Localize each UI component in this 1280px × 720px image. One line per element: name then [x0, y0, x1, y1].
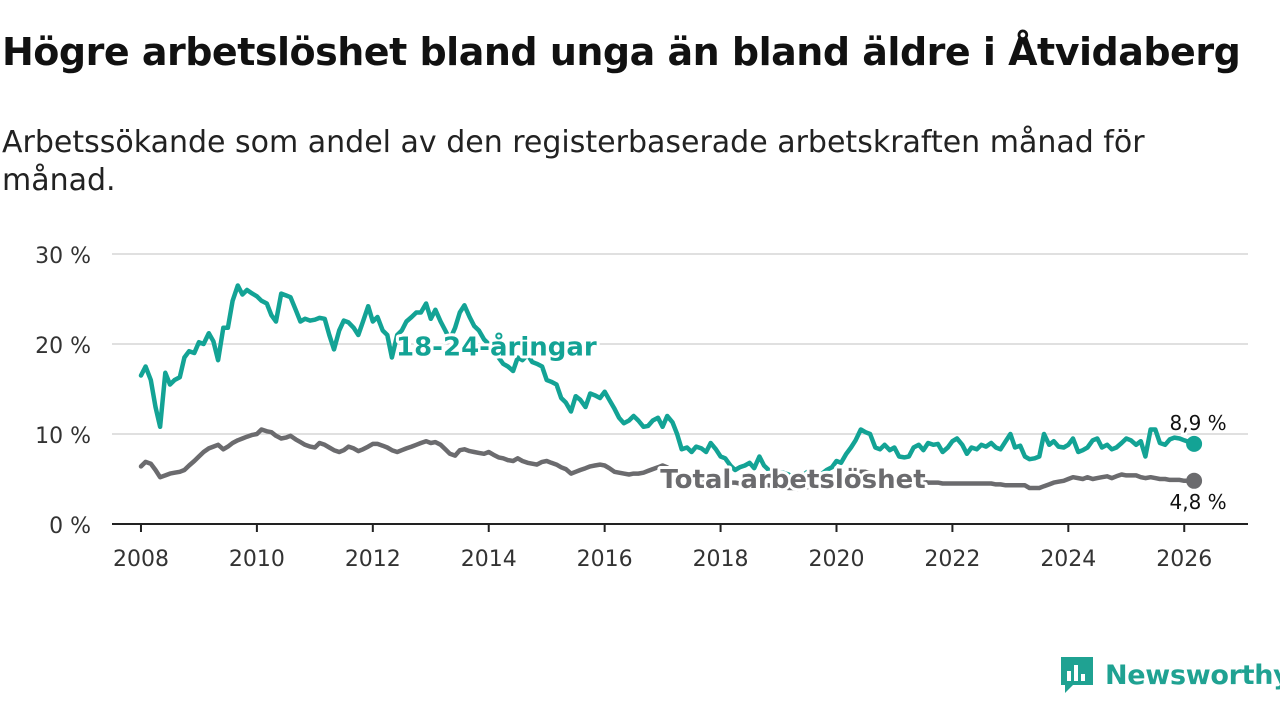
grid-lines — [112, 253, 1248, 435]
newsworthy-logo[interactable]: Newsworthy — [1059, 655, 1280, 695]
newsworthy-chart-icon — [1061, 657, 1093, 693]
series-annotation: 18-24-åringar — [396, 331, 597, 363]
chart-subtitle: Arbetssökande som andel av den registerb… — [2, 125, 1145, 198]
series-end-point — [1186, 435, 1203, 452]
series-line-youth — [138, 283, 1197, 482]
x-tick-label: 2014 — [461, 547, 517, 572]
x-tick-label: 2022 — [924, 547, 980, 572]
y-axis: 0 % 10 % 20 % 30 % — [35, 244, 91, 539]
x-tick-label: 2018 — [693, 547, 749, 572]
y-tick-label: 10 % — [35, 424, 91, 449]
series-lines — [138, 283, 1203, 492]
x-axis: 2008 2010 2012 2014 2016 2018 2020 2022 2024 2026 — [112, 523, 1248, 572]
y-tick-label: 0 % — [49, 514, 91, 539]
x-tick-label: 2008 — [113, 547, 169, 572]
series-labels: 8,9 % 4,8 % 18-24-åringar Total arbetslöshe… — [393, 328, 1229, 517]
brand-name: Newsworthy — [1105, 659, 1280, 691]
x-tick-label: 2026 — [1156, 547, 1212, 572]
y-tick-label: 30 % — [35, 244, 91, 269]
y-tick-label: 20 % — [35, 334, 91, 359]
series-annotation: Total arbetslöshet — [660, 465, 925, 495]
x-tick-label: 2016 — [577, 547, 633, 572]
x-tick-label: 2024 — [1040, 547, 1096, 572]
series-end-point — [1186, 472, 1203, 489]
series-end-label: 4,8 % — [1170, 490, 1227, 514]
x-tick-label: 2010 — [229, 547, 285, 572]
series-end-label: 8,9 % — [1170, 411, 1227, 435]
x-tick-label: 2020 — [808, 547, 864, 572]
chart-title: Högre arbetslöshet bland unga än bland ä… — [2, 30, 1241, 74]
series-line-total — [138, 427, 1197, 492]
x-tick-label: 2012 — [345, 547, 401, 572]
